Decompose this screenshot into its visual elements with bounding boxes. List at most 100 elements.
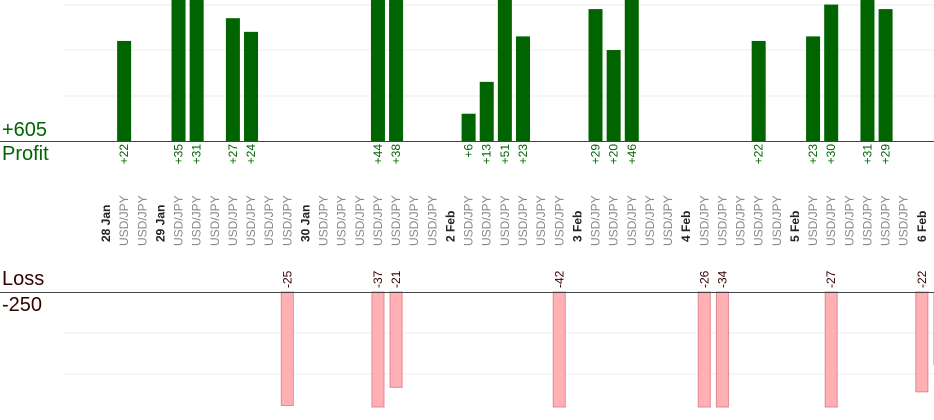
loss-bar xyxy=(280,291,294,406)
profit-bar xyxy=(878,9,893,142)
pair-label: USD/JPY xyxy=(389,195,403,246)
loss-value-label: -16 xyxy=(933,270,934,288)
profit-bar xyxy=(370,0,385,141)
profit-bar xyxy=(189,0,204,141)
profit-value-label: +22 xyxy=(752,144,766,165)
profit-bar xyxy=(461,113,476,141)
pair-label: USD/JPY xyxy=(516,195,530,246)
profit-value-label: +20 xyxy=(607,144,621,165)
pair-label: USD/JPY xyxy=(407,195,421,246)
profit-bar xyxy=(479,81,494,141)
profit-bar xyxy=(171,0,186,141)
pair-label: USD/JPY xyxy=(552,195,566,246)
pair-label: USD/JPY xyxy=(860,195,874,246)
total-profit: +605 xyxy=(2,119,48,141)
date-label: 30 Jan xyxy=(298,205,312,242)
loss-bar xyxy=(824,291,838,408)
profit-value-label: +23 xyxy=(806,144,820,165)
date-label: 2 Feb xyxy=(443,211,457,242)
profit-bar xyxy=(117,40,132,141)
date-label: 6 Feb xyxy=(915,211,929,242)
pair-label: USD/JPY xyxy=(625,195,639,246)
profit-value-label: +23 xyxy=(516,144,530,165)
loss-value-label: -25 xyxy=(280,270,294,288)
pair-label: USD/JPY xyxy=(534,195,548,246)
loss-value-label: -37 xyxy=(371,270,385,288)
profit-value-label: +31 xyxy=(190,144,204,165)
pair-label: USD/JPY xyxy=(697,195,711,246)
pair-label: USD/JPY xyxy=(643,195,657,246)
loss-label: Loss xyxy=(2,268,45,290)
pair-label: USD/JPY xyxy=(317,195,331,246)
profit-bar xyxy=(860,0,875,141)
pair-label: USD/JPY xyxy=(353,195,367,246)
pair-label: USD/JPY xyxy=(226,195,240,246)
pair-label: USD/JPY xyxy=(425,195,439,246)
pair-label: USD/JPY xyxy=(715,195,729,246)
pair-label: USD/JPY xyxy=(371,195,385,246)
loss-bar xyxy=(915,291,929,393)
pair-label: USD/JPY xyxy=(589,195,603,246)
pair-label: USD/JPY xyxy=(897,195,911,246)
profit-bar xyxy=(806,36,821,141)
pair-label: USD/JPY xyxy=(462,195,476,246)
pair-label: USD/JPY xyxy=(262,195,276,246)
pair-label: USD/JPY xyxy=(879,195,893,246)
profit-bar xyxy=(624,0,639,141)
profit-value-label: +29 xyxy=(589,144,603,165)
profit-bar xyxy=(389,0,404,141)
pair-label: USD/JPY xyxy=(280,195,294,246)
pair-label: USD/JPY xyxy=(607,195,621,246)
pair-label: USD/JPY xyxy=(770,195,784,246)
pair-label: USD/JPY xyxy=(480,195,494,246)
date-label: 3 Feb xyxy=(570,211,584,242)
date-label: 5 Feb xyxy=(788,211,802,242)
loss-bar xyxy=(697,291,711,408)
profit-value-label: +29 xyxy=(879,144,893,165)
profit-bar xyxy=(824,4,839,142)
date-label: 28 Jan xyxy=(99,205,113,242)
pair-label: USD/JPY xyxy=(208,195,222,246)
date-label: 4 Feb xyxy=(679,211,693,242)
profit-value-label: +30 xyxy=(824,144,838,165)
loss-value-label: -34 xyxy=(715,270,729,288)
loss-value-label: -22 xyxy=(915,270,929,288)
profit-value-label: +44 xyxy=(371,144,385,165)
loss-value-label: -27 xyxy=(824,270,838,288)
pair-label: USD/JPY xyxy=(842,195,856,246)
pair-label: USD/JPY xyxy=(135,195,149,246)
loss-value-label: -21 xyxy=(389,270,403,288)
pair-label: USD/JPY xyxy=(117,195,131,246)
pair-label: USD/JPY xyxy=(190,195,204,246)
loss-bar xyxy=(552,291,566,408)
profit-value-label: +6 xyxy=(462,144,476,158)
profit-value-label: +13 xyxy=(480,144,494,165)
profit-bar xyxy=(497,0,512,141)
profit-value-label: +24 xyxy=(244,144,258,165)
profit-bar xyxy=(244,31,259,142)
profit-value-label: +27 xyxy=(226,144,240,165)
date-label: 29 Jan xyxy=(153,205,167,242)
pair-label: USD/JPY xyxy=(661,195,675,246)
pair-label: USD/JPY xyxy=(172,195,186,246)
profit-bar xyxy=(225,18,240,141)
profit-value-label: +35 xyxy=(172,144,186,165)
pair-label: USD/JPY xyxy=(752,195,766,246)
loss-bar xyxy=(715,291,729,408)
pair-label: USD/JPY xyxy=(498,195,512,246)
profit-bar xyxy=(751,40,766,141)
pair-label: USD/JPY xyxy=(933,195,934,246)
loss-bar xyxy=(371,291,385,408)
profit-bar xyxy=(515,36,530,141)
profit-bar xyxy=(588,9,603,142)
profit-value-label: +22 xyxy=(117,144,131,165)
pair-label: USD/JPY xyxy=(335,195,349,246)
pair-label: USD/JPY xyxy=(734,195,748,246)
total-loss: -250 xyxy=(2,294,43,316)
pair-label: USD/JPY xyxy=(806,195,820,246)
profit-value-label: +51 xyxy=(498,144,512,165)
profit-value-label: +38 xyxy=(389,144,403,165)
profit-value-label: +46 xyxy=(625,144,639,165)
profit-value-label: +31 xyxy=(860,144,874,165)
